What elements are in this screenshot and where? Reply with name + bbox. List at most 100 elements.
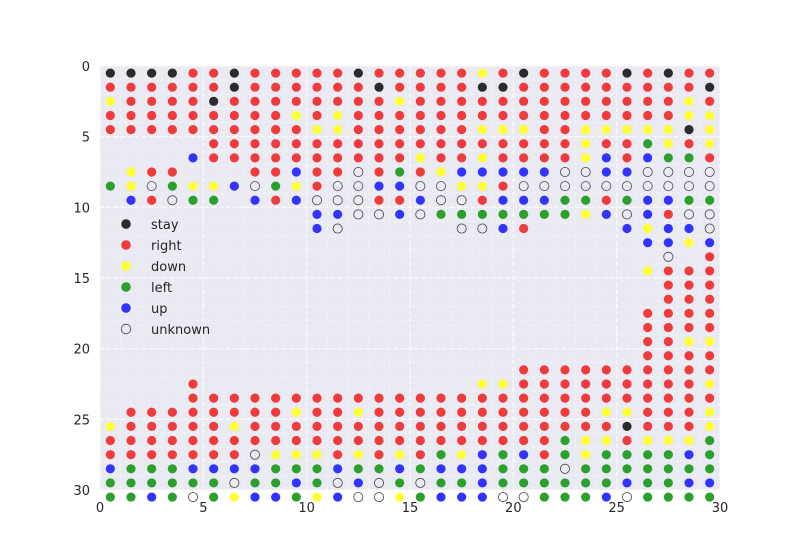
point-right [436, 421, 446, 431]
point-left [395, 478, 405, 488]
point-right [581, 68, 591, 78]
point-down [601, 125, 611, 135]
point-left [684, 195, 694, 205]
point-right [581, 82, 591, 92]
point-unknown [353, 166, 364, 177]
point-left [622, 195, 632, 205]
point-right [291, 82, 301, 92]
point-right [374, 96, 384, 106]
point-right [477, 139, 487, 149]
point-right [147, 125, 157, 135]
point-down [498, 379, 508, 389]
point-left [188, 195, 198, 205]
point-down [663, 435, 673, 446]
point-right [622, 82, 632, 92]
point-right [581, 365, 591, 375]
point-right [291, 139, 301, 149]
legend-marker-unknown [120, 323, 132, 335]
point-right [105, 450, 115, 460]
point-right [291, 125, 301, 135]
point-right [622, 139, 632, 149]
point-right [126, 435, 136, 446]
point-left [457, 209, 467, 219]
point-right [643, 68, 653, 78]
point-right [643, 421, 653, 431]
point-up [457, 464, 467, 474]
point-right [622, 435, 632, 446]
point-unknown [353, 209, 364, 220]
point-right [229, 393, 239, 403]
point-right [395, 393, 405, 403]
point-unknown [373, 209, 384, 220]
point-right [560, 153, 570, 163]
point-unknown [477, 223, 488, 234]
point-right [581, 110, 591, 121]
point-right [601, 393, 611, 403]
point-right [457, 96, 467, 106]
point-right [167, 125, 177, 135]
point-down [601, 407, 611, 417]
point-left [581, 464, 591, 474]
point-stay [229, 82, 239, 92]
point-unknown [539, 181, 550, 192]
point-right [436, 110, 446, 121]
point-right [498, 407, 508, 417]
point-right [395, 195, 405, 205]
point-down [209, 181, 219, 191]
point-right [477, 110, 487, 121]
point-right [643, 365, 653, 375]
point-right [374, 435, 384, 446]
point-down [643, 435, 653, 446]
point-right [457, 153, 467, 163]
point-down [333, 110, 343, 121]
point-right [415, 450, 425, 460]
point-stay [147, 68, 157, 78]
point-right [705, 266, 715, 276]
point-right [374, 153, 384, 163]
point-right [643, 308, 653, 318]
point-right [415, 421, 425, 431]
point-right [395, 68, 405, 78]
point-right [477, 407, 487, 417]
point-down [581, 125, 591, 135]
point-right [147, 96, 157, 106]
point-right [539, 110, 549, 121]
point-left [105, 492, 115, 502]
point-right [560, 96, 570, 106]
point-right [684, 351, 694, 361]
point-right [209, 421, 219, 431]
point-right [229, 139, 239, 149]
point-right [105, 82, 115, 92]
point-right [333, 68, 343, 78]
point-right [457, 125, 467, 135]
point-left [519, 209, 529, 219]
point-up [498, 195, 508, 205]
point-left [105, 478, 115, 488]
point-right [333, 421, 343, 431]
point-unknown [249, 181, 260, 192]
point-right [250, 125, 260, 135]
point-right [663, 322, 673, 333]
point-left [498, 464, 508, 474]
point-unknown [497, 492, 508, 503]
point-unknown [415, 209, 426, 220]
point-down [663, 139, 673, 149]
point-right [167, 450, 177, 460]
point-left [581, 478, 591, 488]
point-down [622, 125, 632, 135]
point-down [271, 450, 281, 460]
point-right [539, 421, 549, 431]
point-right [147, 167, 157, 177]
y-tick-label: 10 [73, 201, 90, 216]
point-right [684, 294, 694, 304]
point-unknown [229, 477, 240, 488]
point-down [291, 110, 301, 121]
point-down [581, 153, 591, 163]
point-left [147, 464, 157, 474]
point-right [601, 379, 611, 389]
point-up [291, 167, 301, 177]
point-right [477, 435, 487, 446]
point-left [601, 464, 611, 474]
point-down [622, 407, 632, 417]
point-up [601, 492, 611, 502]
